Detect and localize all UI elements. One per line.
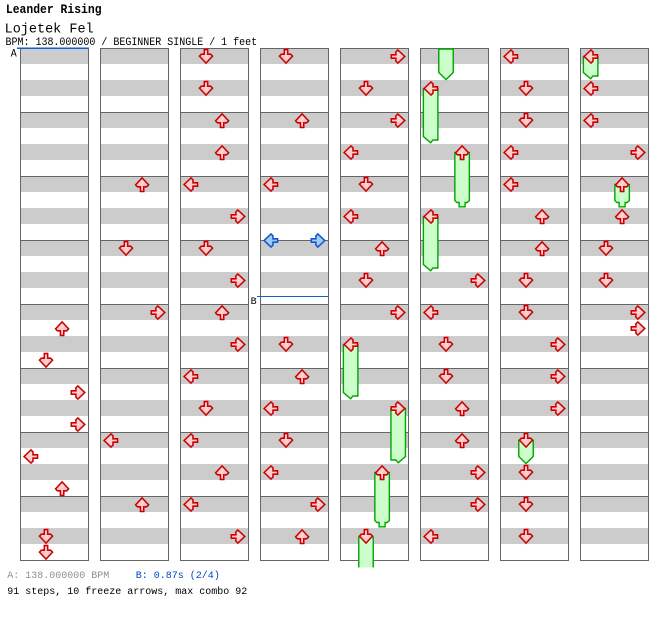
svg-text:91 steps, 10 freeze arrows, ma: 91 steps, 10 freeze arrows, max combo 92: [7, 586, 247, 598]
svg-text:Lojetek Fel: Lojetek Fel: [5, 21, 94, 37]
svg-text:A: 138.000000 BPM: A: 138.000000 BPM: [7, 571, 109, 582]
svg-text:B: 0.87s (2/4): B: 0.87s (2/4): [136, 570, 220, 582]
svg-text:BPM: 138.000000 / BEGINNER SIN: BPM: 138.000000 / BEGINNER SINGLE / 1 fe…: [6, 37, 258, 49]
svg-text:A: A: [11, 48, 18, 61]
svg-text:Leander Rising: Leander Rising: [6, 2, 102, 17]
svg-text:B: B: [251, 297, 257, 308]
